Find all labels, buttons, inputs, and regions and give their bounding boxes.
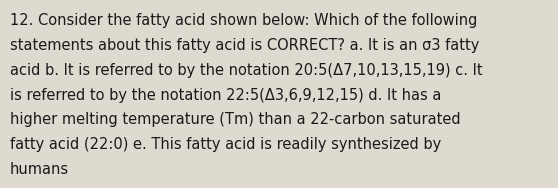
Text: higher melting temperature (Tm) than a 22-carbon saturated: higher melting temperature (Tm) than a 2… <box>10 112 461 127</box>
Text: acid b. It is referred to by the notation 20:5(Δ7,10,13,15,19) c. It: acid b. It is referred to by the notatio… <box>10 63 483 78</box>
Text: 12. Consider the fatty acid shown below: Which of the following: 12. Consider the fatty acid shown below:… <box>10 13 478 28</box>
Text: statements about this fatty acid is CORRECT? a. It is an σ3 fatty: statements about this fatty acid is CORR… <box>10 38 479 53</box>
Text: is referred to by the notation 22:5(Δ3,6,9,12,15) d. It has a: is referred to by the notation 22:5(Δ3,6… <box>10 88 441 103</box>
Text: humans: humans <box>10 162 69 177</box>
Text: fatty acid (22:0) e. This fatty acid is readily synthesized by: fatty acid (22:0) e. This fatty acid is … <box>10 137 441 152</box>
